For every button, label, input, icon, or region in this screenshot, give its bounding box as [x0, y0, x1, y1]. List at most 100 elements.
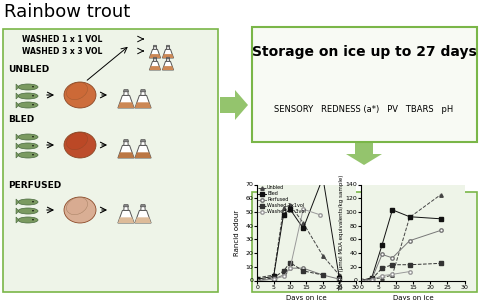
Polygon shape — [135, 95, 151, 108]
Polygon shape — [123, 89, 129, 92]
Unbled — [300, 221, 306, 225]
Washed 3x 3vol — [300, 207, 306, 211]
Polygon shape — [16, 152, 19, 158]
Polygon shape — [346, 143, 382, 165]
Unbled — [271, 273, 276, 277]
Polygon shape — [153, 57, 156, 59]
Ellipse shape — [32, 210, 34, 212]
Ellipse shape — [18, 217, 38, 223]
Ellipse shape — [18, 143, 38, 149]
Text: WASHED 3 x 3 VOL: WASHED 3 x 3 VOL — [22, 46, 102, 56]
Text: BLED: BLED — [8, 116, 34, 124]
Polygon shape — [118, 217, 134, 223]
Polygon shape — [153, 45, 156, 47]
Washed 1x1vol — [287, 261, 293, 265]
Polygon shape — [124, 141, 128, 146]
Polygon shape — [118, 102, 134, 108]
Y-axis label: TBARS (µmol MDA equivalents/kg sample): TBARS (µmol MDA equivalents/kg sample) — [339, 174, 344, 291]
Polygon shape — [16, 208, 19, 214]
Polygon shape — [135, 152, 151, 158]
Ellipse shape — [64, 82, 96, 108]
Polygon shape — [16, 143, 19, 149]
Polygon shape — [16, 217, 19, 223]
Text: SENSORY   REDNESS (a*)   PV   TBARS   pH: SENSORY REDNESS (a*) PV TBARS pH — [275, 106, 454, 115]
Polygon shape — [162, 66, 174, 70]
Polygon shape — [166, 57, 170, 59]
Ellipse shape — [32, 86, 34, 87]
Ellipse shape — [18, 208, 38, 214]
Polygon shape — [135, 146, 151, 158]
Polygon shape — [149, 54, 161, 58]
X-axis label: Days on ice: Days on ice — [393, 295, 433, 300]
Y-axis label: Rancid odour: Rancid odour — [234, 209, 240, 256]
Ellipse shape — [32, 104, 34, 105]
Perfused — [300, 266, 306, 270]
Perfused — [281, 273, 287, 277]
Perfused — [320, 273, 326, 277]
Washed 1x1vol — [320, 273, 326, 277]
Text: Storage on ice up to 27 days: Storage on ice up to 27 days — [252, 45, 476, 59]
Polygon shape — [16, 134, 19, 140]
Polygon shape — [124, 91, 128, 95]
Polygon shape — [166, 45, 170, 47]
Bled — [281, 213, 287, 217]
Ellipse shape — [18, 93, 38, 99]
Polygon shape — [220, 90, 248, 120]
Polygon shape — [162, 49, 174, 58]
Ellipse shape — [18, 134, 38, 140]
Ellipse shape — [32, 154, 34, 155]
Unbled — [320, 254, 326, 258]
Polygon shape — [135, 102, 151, 108]
Washed 3x 3vol — [271, 277, 276, 281]
Ellipse shape — [66, 82, 87, 100]
Polygon shape — [167, 58, 169, 61]
Ellipse shape — [18, 102, 38, 108]
Ellipse shape — [18, 199, 38, 205]
Bled — [287, 207, 293, 211]
Polygon shape — [16, 93, 19, 99]
Washed 3x 3vol — [317, 213, 323, 217]
Polygon shape — [124, 206, 128, 210]
Bled — [320, 176, 326, 179]
Polygon shape — [167, 46, 169, 49]
Bled — [254, 277, 260, 281]
Polygon shape — [154, 46, 156, 49]
Washed 3x 3vol — [287, 266, 293, 270]
Polygon shape — [16, 102, 19, 108]
Ellipse shape — [64, 132, 96, 158]
Perfused — [271, 277, 276, 281]
FancyBboxPatch shape — [3, 29, 218, 292]
Polygon shape — [149, 66, 161, 70]
Washed 1x1vol — [254, 279, 260, 282]
Polygon shape — [123, 140, 129, 142]
Polygon shape — [118, 146, 134, 158]
Ellipse shape — [32, 201, 34, 202]
Ellipse shape — [32, 136, 34, 137]
Polygon shape — [135, 217, 151, 223]
Washed 3x 3vol — [254, 279, 260, 282]
Polygon shape — [118, 210, 134, 223]
Text: WASHED 1 x 1 VOL: WASHED 1 x 1 VOL — [22, 34, 102, 43]
Bled — [300, 226, 306, 230]
Polygon shape — [16, 199, 19, 205]
Polygon shape — [135, 210, 151, 223]
Bled — [271, 274, 276, 278]
X-axis label: Days on ice: Days on ice — [286, 295, 327, 300]
Legend: Unbled, Bled, Perfused, Washed 1x1vol, Washed 3x 3vol: Unbled, Bled, Perfused, Washed 1x1vol, W… — [258, 185, 306, 214]
Text: Rainbow trout: Rainbow trout — [4, 3, 130, 21]
Polygon shape — [162, 61, 174, 70]
Text: UNBLED: UNBLED — [8, 65, 49, 74]
Polygon shape — [118, 152, 134, 158]
Polygon shape — [149, 49, 161, 58]
Line: Washed 1x1vol: Washed 1x1vol — [255, 261, 324, 282]
Polygon shape — [123, 205, 129, 207]
Polygon shape — [141, 91, 145, 95]
Unbled — [254, 276, 260, 280]
Polygon shape — [154, 58, 156, 61]
Unbled — [336, 273, 342, 277]
Text: PERFUSED: PERFUSED — [8, 181, 61, 190]
Washed 1x1vol — [300, 269, 306, 273]
Line: Perfused: Perfused — [255, 266, 341, 282]
Bled — [336, 276, 342, 280]
Ellipse shape — [64, 197, 96, 223]
